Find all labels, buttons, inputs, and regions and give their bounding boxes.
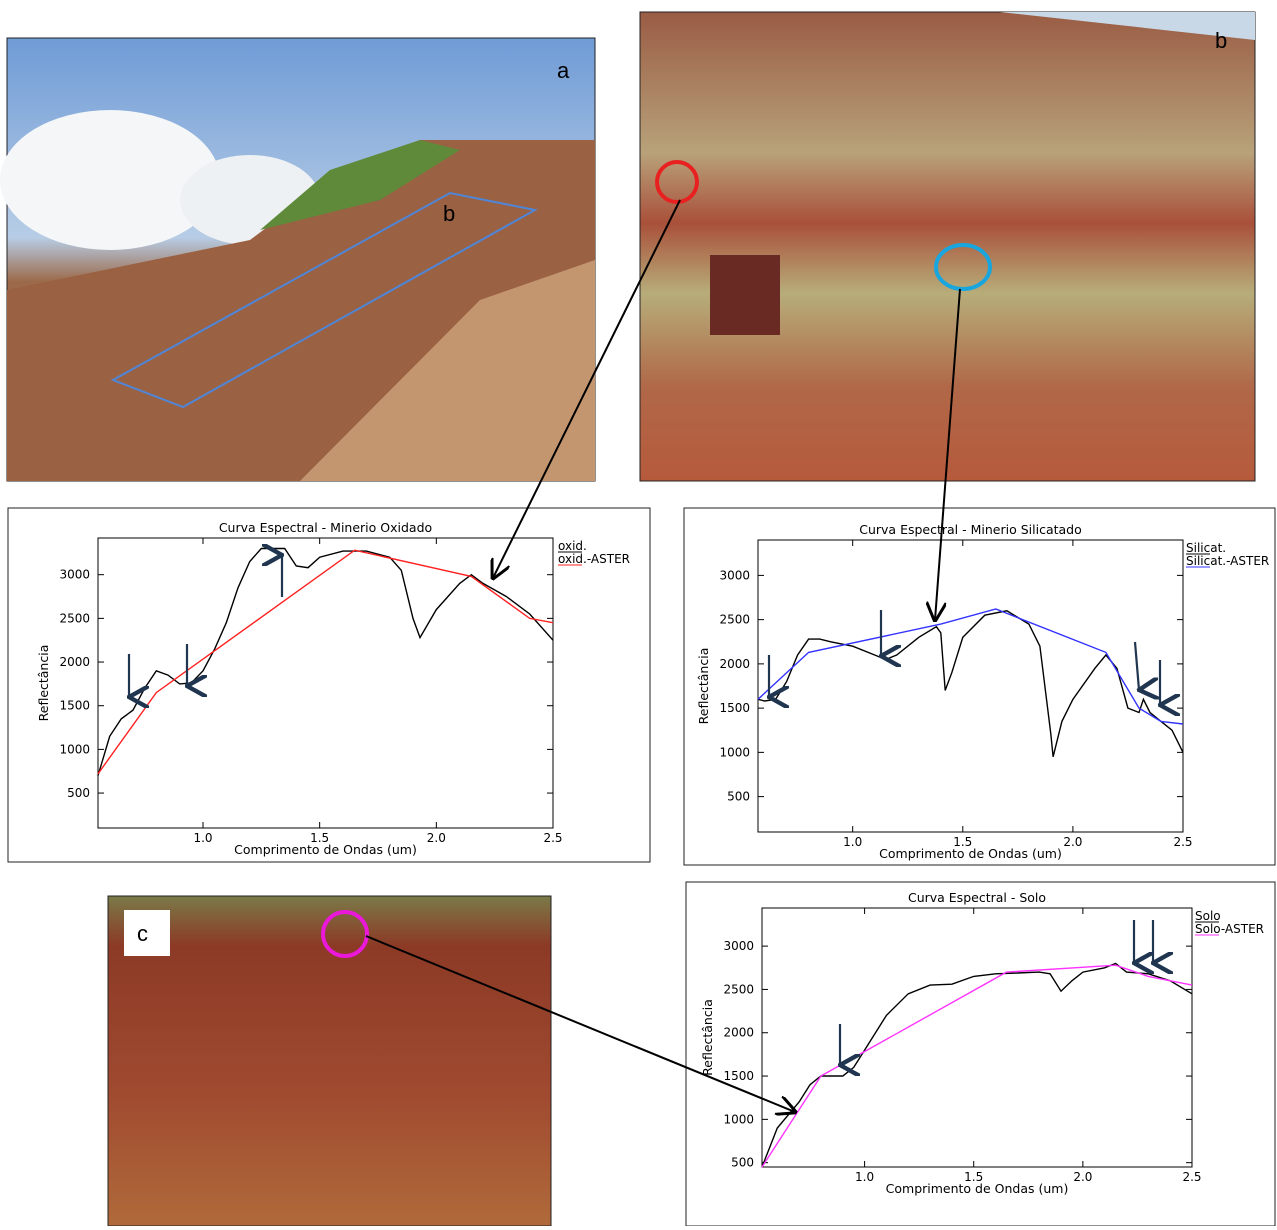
connectors: [365, 199, 961, 1112]
spectral-line: [757, 608, 1184, 725]
photo-c: c: [107, 895, 552, 1227]
spectral-line: [757, 610, 1184, 757]
legend-label: Silicat.: [1186, 541, 1226, 555]
feature-arrows: [129, 555, 1160, 1065]
photo-label: c: [137, 921, 148, 946]
x-axis-label: Comprimento de Ondas (um): [886, 1181, 1069, 1196]
legend-label: oxid.-ASTER: [558, 552, 630, 566]
y-tick-label: 1500: [719, 701, 750, 715]
y-tick-label: 1000: [723, 1112, 754, 1126]
legend-label: oxid.: [558, 539, 587, 553]
y-tick-label: 3000: [723, 939, 754, 953]
y-tick-label: 1500: [723, 1069, 754, 1083]
y-tick-label: 1000: [59, 742, 90, 756]
x-tick-label: 2.0: [427, 831, 446, 845]
photo-label: b: [1215, 28, 1227, 53]
photo-b: b: [639, 11, 1256, 482]
x-tick-label: 2.5: [1173, 835, 1192, 849]
y-tick-label: 2500: [719, 613, 750, 627]
x-tick-label: 1.5: [953, 835, 972, 849]
y-tick-label: 500: [731, 1156, 754, 1170]
x-tick-label: 2.0: [1063, 835, 1082, 849]
chart-title: Curva Espectral - Minerio Oxidado: [219, 520, 432, 535]
y-tick-label: 2000: [719, 657, 750, 671]
y-tick-label: 500: [727, 790, 750, 804]
x-tick-label: 1.0: [193, 831, 212, 845]
x-tick-label: 2.5: [1182, 1170, 1201, 1184]
legend-label: Silicat.-ASTER: [1186, 554, 1269, 568]
x-tick-label: 1.5: [310, 831, 329, 845]
x-tick-label: 1.0: [855, 1170, 874, 1184]
plot-area: [761, 907, 1193, 1168]
y-axis-label: Reflectância: [36, 645, 51, 722]
chart-frame: [685, 881, 1276, 1227]
y-tick-label: 3000: [59, 568, 90, 582]
x-tick-label: 2.0: [1073, 1170, 1092, 1184]
photo-a: a b: [0, 37, 596, 482]
chart-frame: [7, 507, 651, 863]
photo-label: a: [557, 58, 570, 83]
y-tick-label: 500: [67, 786, 90, 800]
y-axis-label: Reflectância: [700, 999, 715, 1076]
y-tick-label: 2000: [59, 655, 90, 669]
y-tick-label: 2500: [59, 611, 90, 625]
charts: Curva Espectral - Minerio Oxidado Comprim…: [36, 520, 1269, 1196]
legend-label: Solo: [1195, 909, 1221, 923]
x-axis-label: Comprimento de Ondas (um): [879, 846, 1062, 861]
y-tick-label: 1000: [719, 745, 750, 759]
y-tick-label: 3000: [719, 568, 750, 582]
x-tick-label: 1.0: [843, 835, 862, 849]
y-tick-label: 2000: [723, 1026, 754, 1040]
x-tick-label: 1.5: [964, 1170, 983, 1184]
chart-title: Curva Espectral - Solo: [908, 890, 1046, 905]
y-tick-label: 2500: [723, 982, 754, 996]
x-axis-label: Comprimento de Ondas (um): [234, 842, 417, 857]
spectral-line: [761, 964, 1193, 1168]
y-tick-label: 1500: [59, 699, 90, 713]
x-tick-label: 2.5: [543, 831, 562, 845]
photo-inset-label: b: [443, 201, 455, 226]
plot-area: [757, 539, 1184, 833]
y-axis-label: Reflectância: [696, 648, 711, 725]
plot-area: [97, 537, 554, 829]
spectral-line: [97, 547, 554, 776]
legend-label: Solo-ASTER: [1195, 922, 1264, 936]
chart-title: Curva Espectral - Minerio Silicatado: [859, 522, 1082, 537]
